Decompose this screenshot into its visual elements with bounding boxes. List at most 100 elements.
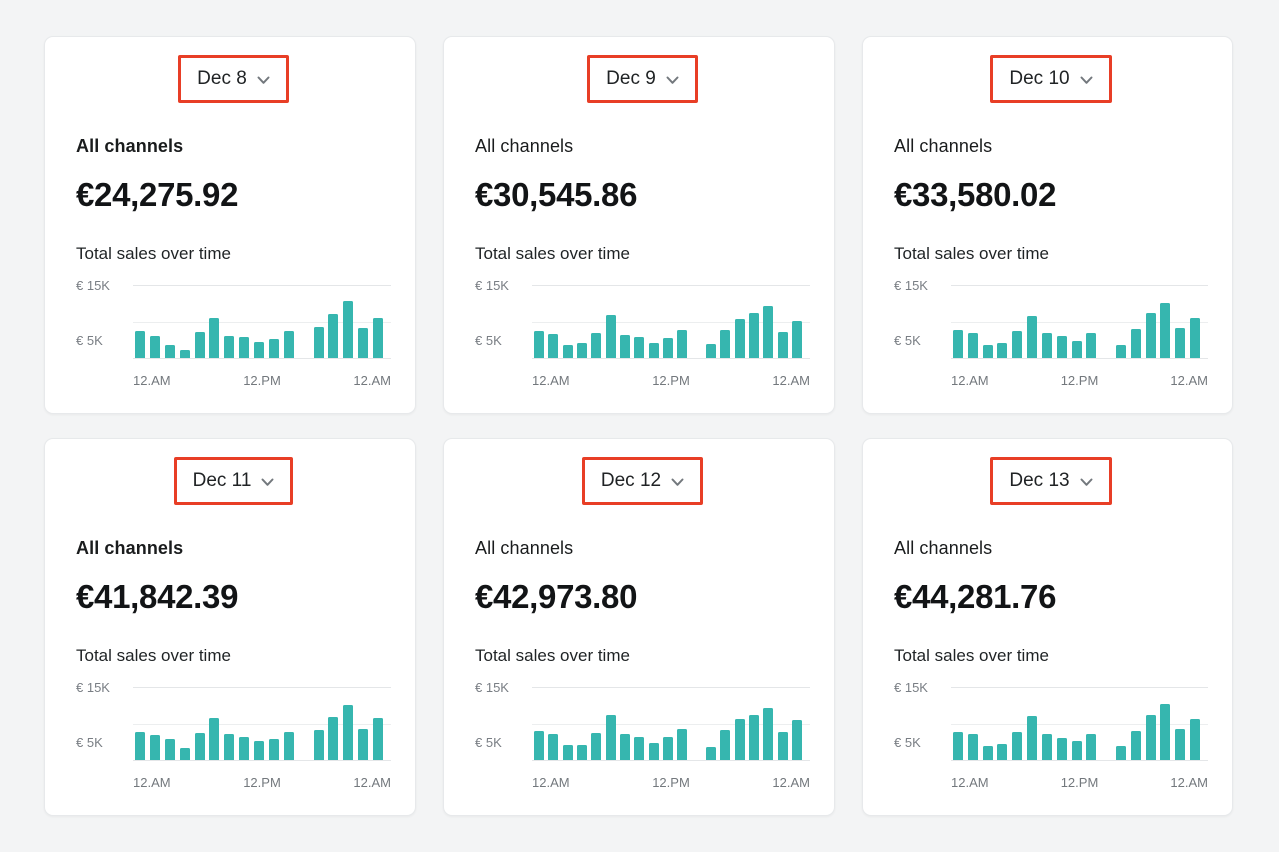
sales-bar xyxy=(164,344,175,358)
annotation-box: Dec 9 xyxy=(587,55,698,103)
sales-bar xyxy=(164,738,175,760)
date-selector-button[interactable]: Dec 13 xyxy=(993,460,1109,502)
y-axis-label-15k: € 15K xyxy=(894,680,928,695)
date-selector-button[interactable]: Dec 8 xyxy=(181,58,286,100)
chart-title: Total sales over time xyxy=(475,244,630,263)
x-tick-12am-left: 12.AM xyxy=(133,373,171,388)
chart-title: Total sales over time xyxy=(76,646,231,665)
sales-bar xyxy=(283,732,294,760)
annotation-box: Dec 12 xyxy=(581,457,704,505)
sales-bar xyxy=(358,728,369,760)
x-axis: 12.AM 12.PM 12.AM xyxy=(951,775,1208,791)
sales-bar xyxy=(548,734,559,760)
sales-bar xyxy=(194,332,205,358)
date-selector-button[interactable]: Dec 9 xyxy=(590,58,695,100)
chevron-down-icon xyxy=(261,478,274,487)
x-tick-12am-right: 12.AM xyxy=(353,775,391,790)
sales-bar xyxy=(1190,718,1200,760)
date-selector-row: Dec 10 xyxy=(894,55,1208,103)
x-tick-12am-right: 12.AM xyxy=(353,373,391,388)
sales-card-dec-9: Dec 9 All channels €30,545.86 Total sale… xyxy=(443,36,835,414)
sales-bar xyxy=(1130,329,1141,358)
total-sales-value: €24,275.92 xyxy=(76,176,239,213)
x-axis: 12.AM 12.PM 12.AM xyxy=(133,373,391,389)
sales-bar-chart: € 15K € 5K xyxy=(76,278,391,359)
x-tick-12am-left: 12.AM xyxy=(951,373,989,388)
x-axis: 12.AM 12.PM 12.AM xyxy=(532,775,810,791)
sales-bar xyxy=(328,313,339,358)
sales-bar xyxy=(677,329,688,358)
sales-bar xyxy=(997,743,1008,760)
date-selector-row: Dec 11 xyxy=(76,457,391,505)
x-tick-12pm: 12.PM xyxy=(243,373,281,388)
sales-bar xyxy=(328,716,339,760)
sales-bar xyxy=(548,333,559,358)
x-axis: 12.AM 12.PM 12.AM xyxy=(951,373,1208,389)
sales-bar xyxy=(239,337,250,358)
sales-bar xyxy=(1086,332,1097,358)
y-axis-label-15k: € 15K xyxy=(475,278,509,293)
y-axis-label-5k: € 5K xyxy=(76,333,103,348)
sales-bar-chart: € 15K € 5K xyxy=(894,680,1208,761)
x-tick-12pm: 12.PM xyxy=(1060,775,1099,790)
sales-bar xyxy=(763,305,774,358)
sales-bar xyxy=(562,344,573,358)
total-sales-value: €44,281.76 xyxy=(894,578,1057,615)
annotation-box: Dec 13 xyxy=(990,457,1112,505)
sales-bar xyxy=(777,332,788,358)
sales-bar xyxy=(283,331,294,358)
sales-bar xyxy=(1175,328,1186,358)
x-axis: 12.AM 12.PM 12.AM xyxy=(133,775,391,791)
sales-bar xyxy=(1115,746,1126,760)
date-label: Dec 10 xyxy=(1009,68,1070,89)
sales-bar xyxy=(734,719,745,760)
sales-bar xyxy=(705,343,716,358)
sales-bar xyxy=(254,341,264,358)
x-tick-12am-left: 12.AM xyxy=(532,775,570,790)
date-selector-button[interactable]: Dec 12 xyxy=(584,460,701,502)
sales-bar xyxy=(135,731,145,760)
sales-bar xyxy=(777,732,788,760)
sales-bar xyxy=(1056,738,1067,760)
sales-bar xyxy=(1190,317,1200,358)
sales-bar xyxy=(179,747,190,760)
sales-bar xyxy=(677,729,688,760)
date-selector-button[interactable]: Dec 10 xyxy=(993,58,1109,100)
x-tick-12am-left: 12.AM xyxy=(532,373,570,388)
sales-bar xyxy=(1027,315,1038,358)
date-selector-row: Dec 13 xyxy=(894,457,1208,505)
chart-title: Total sales over time xyxy=(76,244,231,263)
sales-bar xyxy=(662,338,673,358)
sales-bar xyxy=(1056,336,1067,358)
y-axis-label-15k: € 15K xyxy=(475,680,509,695)
sales-bar xyxy=(343,704,354,760)
y-axis: € 15K € 5K xyxy=(475,680,532,761)
y-axis-label-5k: € 5K xyxy=(475,333,502,348)
sales-bar xyxy=(953,731,963,760)
sales-bar xyxy=(1041,733,1052,760)
x-tick-12am-left: 12.AM xyxy=(133,775,171,790)
date-selector-button[interactable]: Dec 11 xyxy=(176,460,291,502)
channel-label: All channels xyxy=(76,136,184,156)
sales-bar xyxy=(239,737,250,760)
sales-card-dec-10: Dec 10 All channels €33,580.02 Total sal… xyxy=(862,36,1233,414)
y-axis: € 15K € 5K xyxy=(76,680,133,761)
sales-bar xyxy=(1130,730,1141,760)
plot-area xyxy=(133,285,391,359)
sales-bar xyxy=(605,715,616,760)
sales-bar-chart: € 15K € 5K xyxy=(894,278,1208,359)
sales-bar xyxy=(1071,340,1082,358)
date-label: Dec 12 xyxy=(600,470,662,491)
sales-bar xyxy=(1041,333,1052,358)
sales-bar xyxy=(763,708,774,760)
y-axis: € 15K € 5K xyxy=(76,278,133,359)
sales-bar xyxy=(224,335,235,358)
sales-bar xyxy=(224,734,235,760)
sales-bar xyxy=(135,331,145,358)
metrics-card-grid: Dec 8 All channels €24,275.92 Total sale… xyxy=(44,36,1233,816)
plot-area xyxy=(532,687,810,761)
x-tick-12am-right: 12.AM xyxy=(772,373,810,388)
gridline-mid xyxy=(951,322,1208,323)
date-label: Dec 9 xyxy=(606,68,656,89)
bars-container xyxy=(135,688,383,760)
